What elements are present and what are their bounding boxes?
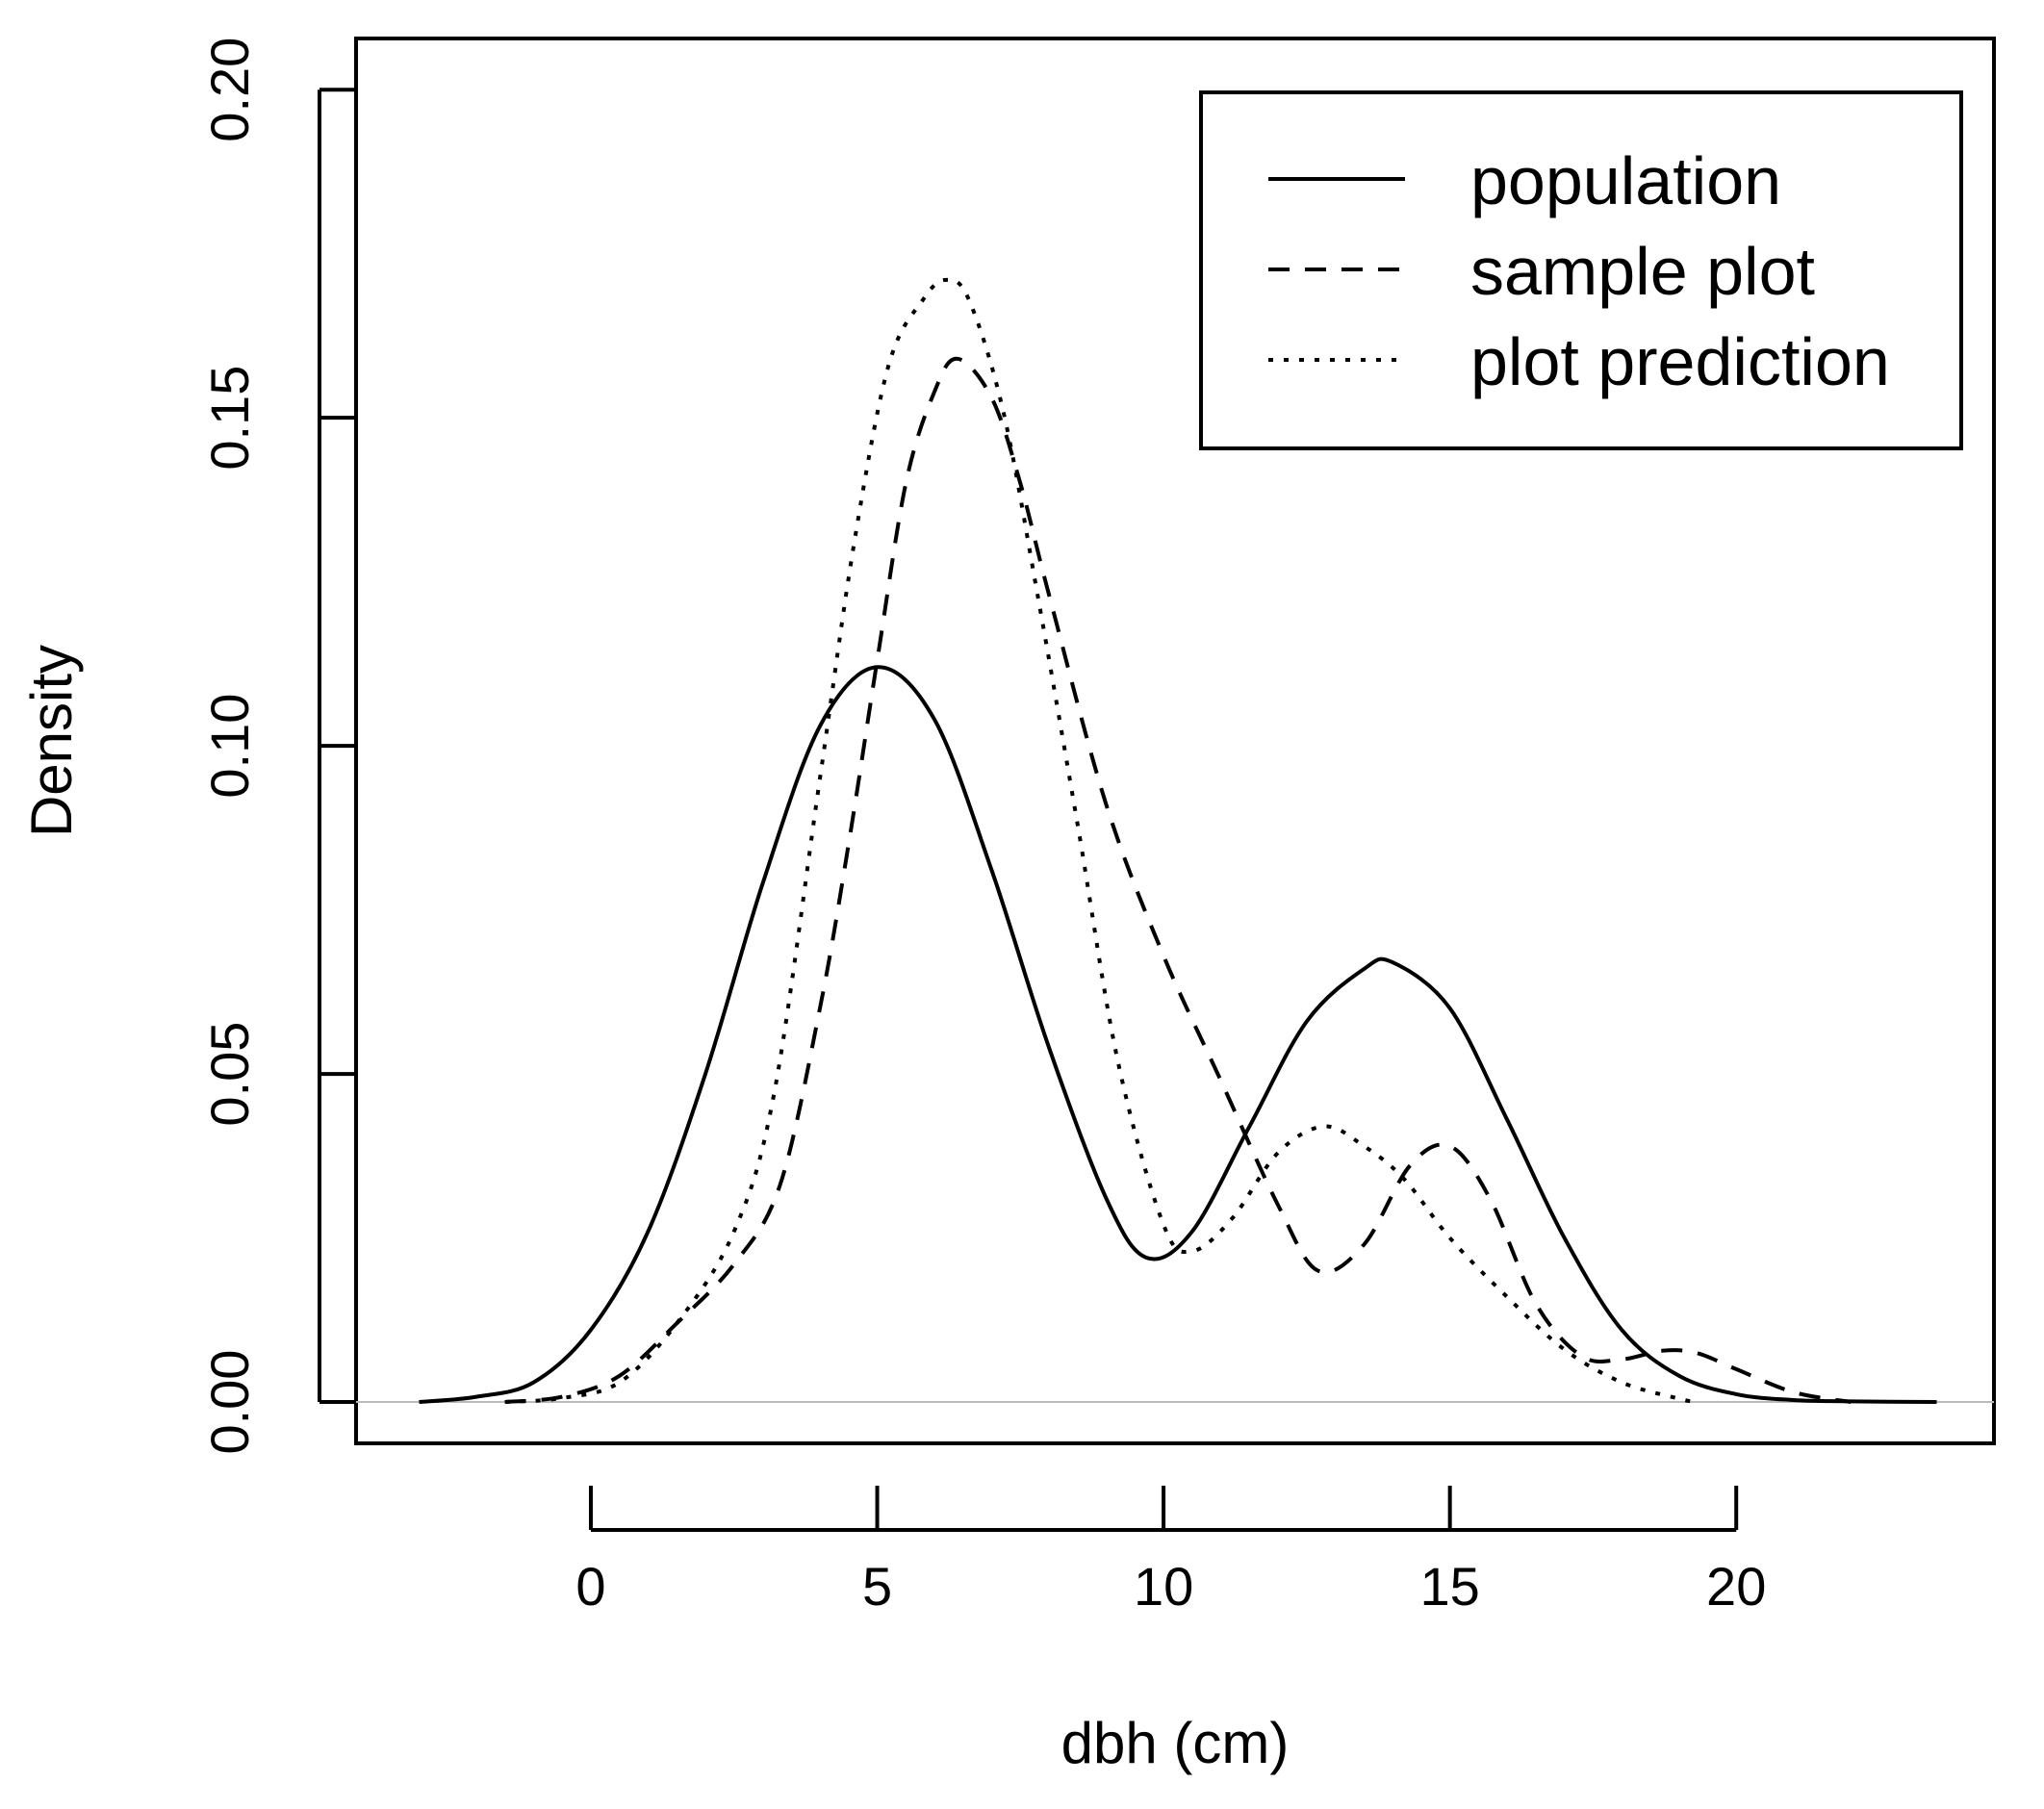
series-line-sample-plot bbox=[504, 356, 1852, 1404]
y-axis: 0.00 0.05 0.10 0.15 0.20 bbox=[199, 38, 356, 1455]
x-axis-title: dbh (cm) bbox=[1061, 1711, 1290, 1775]
x-tick-label-0: 0 bbox=[575, 1556, 605, 1617]
legend: population sample plot plot prediction bbox=[1199, 90, 1963, 450]
y-axis-title: Density bbox=[19, 645, 84, 837]
x-tick-label-5: 5 bbox=[862, 1556, 892, 1617]
y-tick-label-0-05: 0.05 bbox=[199, 1022, 260, 1127]
x-tick-label-15: 15 bbox=[1420, 1556, 1480, 1617]
y-tick-label-0-20: 0.20 bbox=[199, 38, 260, 142]
y-tick-label-0-15: 0.15 bbox=[199, 366, 260, 471]
y-tick-label-0-10: 0.10 bbox=[199, 694, 260, 799]
x-axis: 0 5 10 15 20 bbox=[575, 1486, 1766, 1617]
legend-label-sample-plot: sample plot bbox=[1470, 234, 1815, 309]
x-tick-label-10: 10 bbox=[1134, 1556, 1193, 1617]
x-tick-label-20: 20 bbox=[1706, 1556, 1766, 1617]
y-tick-label-0-00: 0.00 bbox=[199, 1350, 260, 1455]
plot-frame bbox=[354, 37, 1996, 1445]
series-line-population bbox=[419, 665, 1937, 1404]
legend-label-plot-prediction: plot prediction bbox=[1470, 324, 1890, 399]
legend-label-population: population bbox=[1470, 143, 1781, 218]
legend-box bbox=[1199, 90, 1963, 450]
series-layer bbox=[356, 277, 1994, 1404]
